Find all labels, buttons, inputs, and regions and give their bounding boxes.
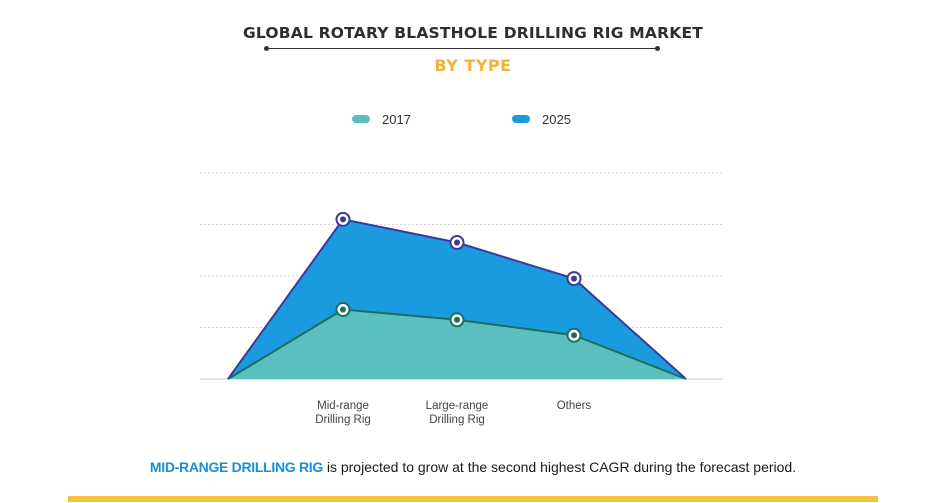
marker-dot-2017 [454,316,460,323]
legend-swatch-2025 [512,115,530,123]
legend-item-2025: 2025 [512,110,571,128]
title-underline [264,45,660,51]
marker-dot-2017 [340,306,346,313]
x-tick-label: Others [557,400,592,412]
x-tick-label: Mid-range Drilling Rig [315,400,371,426]
legend-label-2017: 2017 [382,111,411,127]
chart-title: GLOBAL ROTARY BLASTHOLE DRILLING RIG MAR… [242,24,704,42]
marker-dot-2017 [571,332,577,339]
legend-swatch-2017 [352,115,370,123]
marker-dot-2025 [340,216,346,223]
underline-dot-left [264,45,269,51]
underline-dot-right [655,45,660,51]
bottom-accent-bar [68,496,878,502]
x-tick-label: Large-range Drilling Rig [426,400,489,426]
footer-text: is projected to grow at the second highe… [322,459,797,475]
marker-dot-2025 [571,275,577,282]
area-chart: Mid-range Drilling Rig Large-range Drilling… [200,172,723,426]
legend-label-2025: 2025 [542,111,571,127]
footer-note: MID-RANGE DRILLING RIG is projected to g… [0,459,946,475]
chart-subtitle: BY TYPE [434,56,512,75]
marker-dot-2025 [454,239,460,246]
footer-highlight: MID-RANGE DRILLING RIG [149,459,323,475]
area-2017 [228,309,686,379]
legend-item-2017: 2017 [352,110,411,128]
